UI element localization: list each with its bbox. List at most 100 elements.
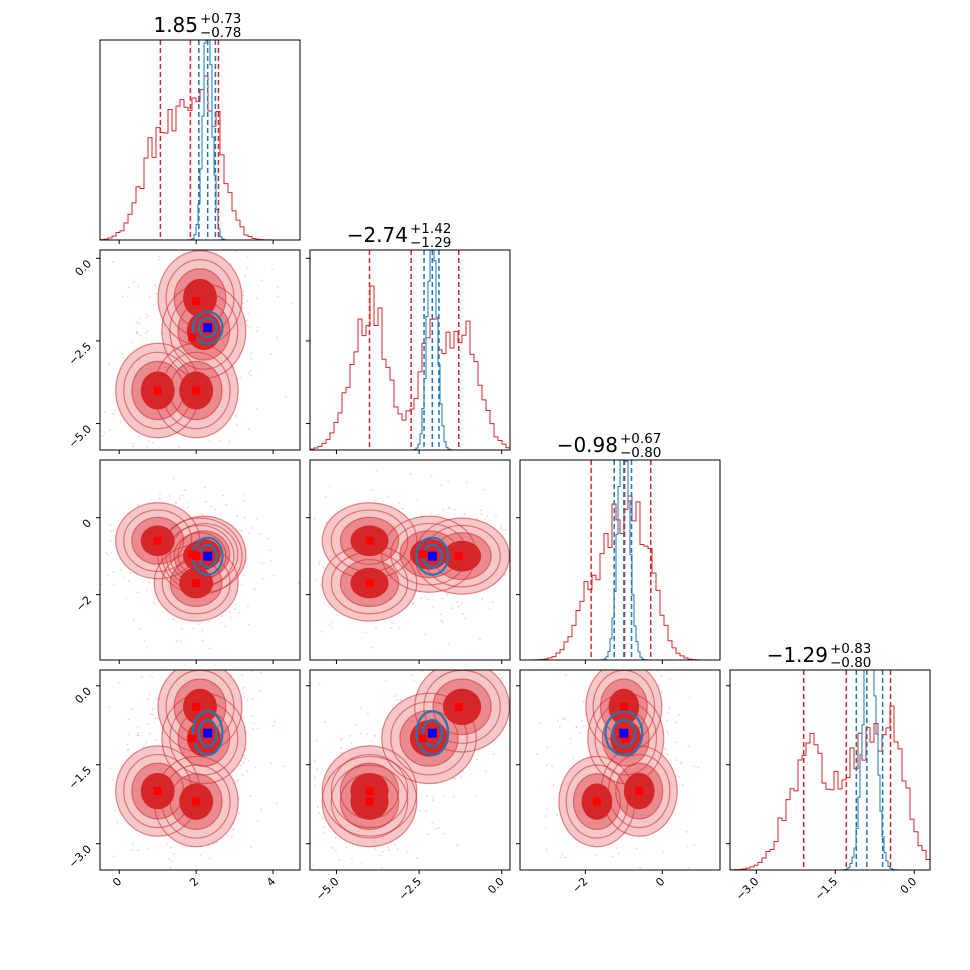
sample-point <box>493 665 495 667</box>
sample-point <box>147 723 150 726</box>
sample-point <box>485 515 488 517</box>
sample-point <box>569 737 572 740</box>
sample-point <box>284 396 287 398</box>
sample-point <box>420 597 423 599</box>
sample-point <box>413 680 416 683</box>
sample-point <box>599 637 601 639</box>
sample-point <box>441 597 444 600</box>
sample-point <box>317 806 319 809</box>
panel-title-plus-4: +0.83 <box>830 641 871 657</box>
sample-point <box>116 821 119 824</box>
sample-point <box>635 847 638 850</box>
sample-point <box>293 629 295 631</box>
sample-point <box>452 795 455 798</box>
sample-point <box>297 605 299 607</box>
sample-point <box>387 495 390 498</box>
sample-point <box>226 834 229 837</box>
sample-point <box>393 695 396 698</box>
sample-point <box>562 717 565 720</box>
sample-point <box>107 574 110 577</box>
red-marker-1 <box>365 536 374 545</box>
sample-point <box>221 494 224 497</box>
red-marker-2 <box>365 797 374 806</box>
sample-point <box>666 753 669 756</box>
sample-point <box>439 613 442 615</box>
sample-point <box>146 646 148 649</box>
sample-point <box>127 733 130 736</box>
sample-point <box>331 621 334 624</box>
sample-point <box>242 716 244 718</box>
sample-point <box>199 854 202 857</box>
contour-line-2 <box>390 522 468 586</box>
sample-point <box>529 554 531 556</box>
red-marker-3 <box>454 702 463 711</box>
sample-point <box>424 595 426 598</box>
contour-line-1 <box>587 692 665 785</box>
sample-point <box>129 572 132 575</box>
sample-point <box>241 302 244 305</box>
sample-point <box>184 845 187 848</box>
sample-point <box>151 441 154 444</box>
sample-point <box>273 774 275 776</box>
sample-point <box>145 313 148 316</box>
sample-point <box>456 606 459 608</box>
sample-point <box>80 420 82 422</box>
sample-point <box>291 301 293 304</box>
narrow-contour-1 <box>415 536 450 576</box>
y-tick-label: −1.5 <box>66 764 94 792</box>
sample-point <box>163 628 165 630</box>
sample-point <box>556 814 559 816</box>
sample-point <box>430 512 433 515</box>
sample-point <box>318 812 321 815</box>
sample-point <box>360 861 363 864</box>
sample-point <box>421 670 424 673</box>
sample-point <box>249 795 252 797</box>
sample-point <box>135 332 138 335</box>
sample-point <box>335 836 337 839</box>
panel-title-value-2: −2.74 <box>347 223 408 247</box>
red-marker-2 <box>592 797 601 806</box>
sample-point <box>208 664 210 666</box>
sample-point <box>262 577 265 580</box>
sample-point <box>242 686 245 689</box>
sample-point <box>669 677 672 680</box>
sample-point <box>338 859 341 862</box>
sample-point <box>272 574 275 577</box>
sample-point <box>245 748 247 751</box>
joint-panel-3-4 <box>536 637 700 869</box>
sample-point <box>201 629 204 632</box>
sample-point <box>151 676 154 679</box>
sample-point <box>247 605 249 608</box>
sample-point <box>318 682 321 685</box>
sample-point <box>248 312 251 315</box>
sample-point <box>544 827 547 830</box>
sample-point <box>171 651 173 653</box>
sample-point <box>253 588 256 591</box>
sample-point <box>256 727 259 730</box>
sample-point <box>450 607 453 610</box>
panel-frame-1-2 <box>99 249 301 451</box>
sample-point <box>491 601 494 604</box>
sample-point <box>248 759 250 762</box>
sample-point <box>432 799 434 801</box>
panel-frame-2-3 <box>309 459 511 661</box>
sample-point <box>378 854 381 857</box>
sample-point <box>458 604 461 607</box>
sample-point <box>620 661 622 663</box>
red-marker-2 <box>365 579 374 588</box>
sample-point <box>320 630 323 633</box>
sample-point <box>137 734 140 737</box>
sample-point <box>109 524 112 527</box>
sample-point <box>542 717 544 719</box>
sample-point <box>662 851 665 854</box>
sample-point <box>666 719 669 722</box>
sample-point <box>168 858 171 861</box>
x-tick-label: −3.0 <box>733 875 761 903</box>
sample-point <box>354 723 357 726</box>
sample-point <box>158 497 161 500</box>
contour-line-1 <box>153 755 239 848</box>
sample-point <box>675 813 678 816</box>
joint-panel-2-3 <box>293 470 531 649</box>
sample-point <box>158 255 161 258</box>
sample-point <box>559 856 562 859</box>
